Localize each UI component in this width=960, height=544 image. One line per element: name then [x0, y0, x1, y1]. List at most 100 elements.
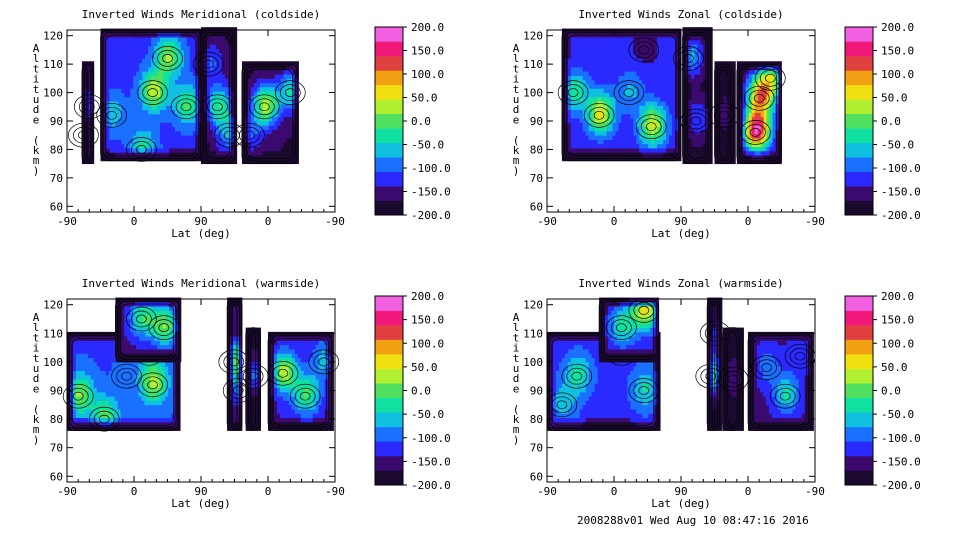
heatmap-cell: [184, 101, 187, 106]
heatmap-cell: [601, 84, 604, 89]
heatmap-cell: [109, 71, 112, 76]
heatmap-cell: [610, 50, 613, 55]
heatmap-cell: [109, 131, 112, 136]
heatmap-cell: [248, 83, 251, 88]
heatmap-cell: [136, 131, 139, 136]
heatmap-cell: [154, 76, 157, 81]
heatmap-cell: [160, 118, 163, 123]
heatmap-cell: [169, 76, 172, 81]
heatmap-cell: [142, 122, 145, 127]
heatmap-cell: [571, 135, 574, 140]
heatmap-cell: [160, 58, 163, 63]
heatmap-cell: [207, 134, 210, 139]
heatmap-cell: [91, 74, 94, 79]
heatmap-cell: [779, 61, 782, 66]
heatmap-cell: [231, 83, 234, 88]
heatmap-cell: [627, 67, 630, 72]
heatmap-cell: [737, 95, 740, 100]
heatmap-cell: [589, 152, 592, 157]
heatmap-cell: [723, 104, 726, 109]
heatmap-cell: [257, 78, 260, 83]
colorbar-swatch: [375, 70, 403, 85]
heatmap-cell: [127, 67, 130, 72]
heatmap-cell: [672, 41, 675, 46]
heatmap-cell: [688, 138, 691, 143]
heatmap-cell: [260, 78, 263, 83]
heatmap-cell: [592, 152, 595, 157]
heatmap-cell: [688, 74, 691, 79]
heatmap-cell: [645, 105, 648, 110]
heatmap-cell: [562, 135, 565, 140]
heatmap-cell: [112, 58, 115, 63]
heatmap-cell: [607, 127, 610, 132]
heatmap-cell: [190, 135, 193, 140]
heatmap-cell: [266, 61, 269, 66]
heatmap-cell: [278, 78, 281, 83]
heatmap-cell: [630, 122, 633, 127]
y-axis-label: Altitude (km): [0, 40, 79, 53]
x-tick-label: 0: [611, 215, 618, 228]
heatmap-cell: [574, 76, 577, 81]
heatmap-cell: [130, 152, 133, 157]
heatmap-cell: [604, 93, 607, 98]
heatmap-cell: [627, 63, 630, 68]
heatmap-cell: [589, 76, 592, 81]
heatmap-cell: [266, 151, 269, 156]
heatmap-cell: [222, 53, 225, 58]
heatmap-cell: [657, 37, 660, 42]
heatmap-cell: [697, 61, 700, 66]
heatmap-cell: [145, 144, 148, 149]
heatmap-cell: [210, 142, 213, 147]
heatmap-cell: [91, 405, 94, 410]
heatmap-cell: [743, 125, 746, 130]
heatmap-cell: [639, 110, 642, 115]
heatmap-cell: [67, 379, 70, 384]
heatmap-cell: [284, 125, 287, 130]
heatmap-cell: [715, 78, 718, 83]
heatmap-cell: [729, 61, 732, 66]
heatmap-cell: [175, 135, 178, 140]
heatmap-cell: [257, 61, 260, 66]
heatmap-cell: [613, 46, 616, 51]
heatmap-cell: [586, 67, 589, 72]
heatmap-cell: [580, 67, 583, 72]
heatmap-cell: [636, 76, 639, 81]
heatmap-cell: [118, 76, 121, 81]
heatmap-cell: [115, 388, 118, 393]
heatmap-cell: [624, 135, 627, 140]
heatmap-cell: [166, 152, 169, 157]
heatmap-cell: [148, 50, 151, 55]
heatmap-cell: [615, 58, 618, 63]
heatmap-cell: [109, 392, 112, 397]
heatmap-cell: [601, 93, 604, 98]
heatmap-cell: [773, 121, 776, 126]
heatmap-cell: [133, 63, 136, 68]
heatmap-cell: [100, 396, 103, 401]
heatmap-cell: [571, 101, 574, 106]
heatmap-cell: [723, 147, 726, 152]
heatmap-cell: [109, 362, 112, 367]
heatmap-cell: [216, 87, 219, 92]
heatmap-cell: [136, 118, 139, 123]
heatmap-cell: [115, 144, 118, 149]
heatmap-cell: [654, 37, 657, 42]
heatmap-cell: [103, 370, 106, 375]
heatmap-cell: [715, 61, 718, 66]
heatmap-cell: [118, 63, 121, 68]
heatmap-cell: [583, 46, 586, 51]
heatmap-cell: [101, 139, 104, 144]
heatmap-cell: [755, 155, 758, 160]
heatmap-cell: [124, 139, 127, 144]
heatmap-cell: [127, 396, 130, 401]
heatmap-cell: [278, 61, 281, 66]
heatmap-cell: [187, 144, 190, 149]
heatmap-cell: [691, 83, 694, 88]
heatmap-cell: [642, 148, 645, 153]
heatmap-cell: [729, 91, 732, 96]
heatmap-cell: [618, 110, 621, 115]
heatmap-cell: [263, 155, 266, 160]
heatmap-cell: [141, 396, 144, 401]
heatmap-cell: [136, 80, 139, 85]
heatmap-cell: [169, 37, 172, 42]
heatmap-cell: [207, 125, 210, 130]
